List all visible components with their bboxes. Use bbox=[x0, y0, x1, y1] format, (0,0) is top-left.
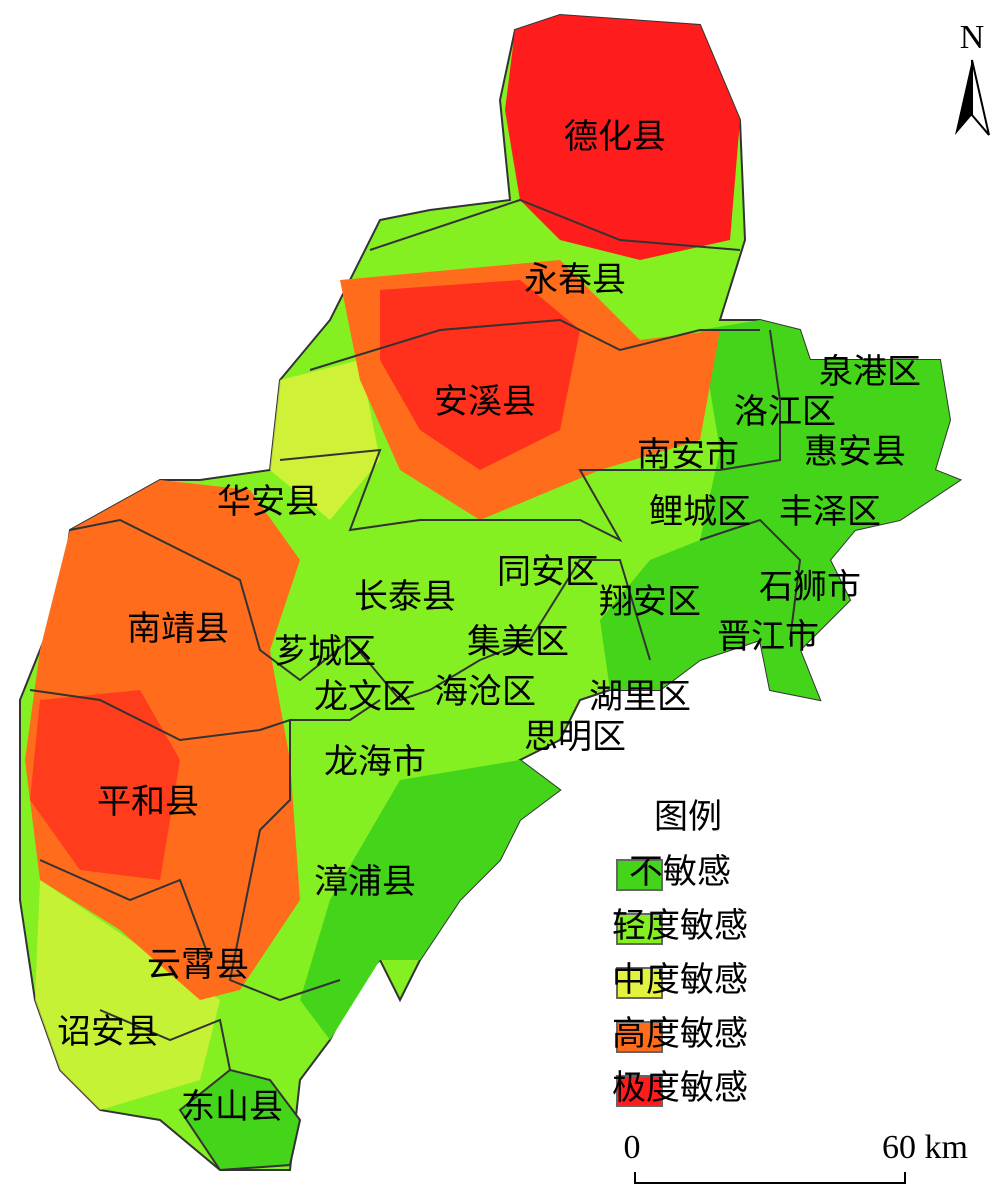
region-label: 龙海市 bbox=[324, 743, 426, 781]
legend-label: 极度敏感 bbox=[612, 1069, 748, 1107]
legend-swatch bbox=[616, 859, 663, 891]
region-label: 南安市 bbox=[637, 436, 739, 474]
boundary bbox=[228, 720, 341, 1002]
region-label: 惠安县 bbox=[804, 433, 906, 471]
north-arrow: N bbox=[955, 19, 990, 136]
region-label: 同安区 bbox=[497, 553, 599, 591]
boundary bbox=[99, 1009, 231, 1071]
region-label: 翔安区 bbox=[599, 583, 701, 621]
region-label: 漳浦县 bbox=[314, 863, 416, 901]
boundary bbox=[309, 318, 760, 371]
region-label: 永春县 bbox=[524, 261, 626, 299]
region-label: 云霄县 bbox=[147, 947, 249, 984]
legend-label: 轻度敏感 bbox=[612, 907, 748, 945]
scale-bar: 0 60 km bbox=[624, 1129, 968, 1184]
north-arrow-right bbox=[971, 59, 990, 136]
boundary bbox=[279, 329, 781, 543]
legend-swatch bbox=[616, 1075, 663, 1107]
legend-label: 中度敏感 bbox=[612, 961, 748, 999]
region-label: 德化县 bbox=[564, 118, 666, 156]
scale-line bbox=[634, 1172, 906, 1184]
legend-label: 高度敏感 bbox=[612, 1015, 748, 1053]
scale-label: 60 km bbox=[882, 1129, 968, 1166]
zone-low bbox=[600, 320, 960, 700]
region-label: 诏安县 bbox=[57, 1013, 159, 1051]
legend-label: 不敏感 bbox=[629, 853, 731, 891]
north-arrow-left bbox=[955, 60, 972, 135]
legend-swatch bbox=[616, 913, 663, 945]
boundary bbox=[29, 689, 381, 742]
region-labels: 德化县 永春县 安溪县 泉港区 洛江区 南安市 惠安县 鲤城区 丰泽区 华安县 … bbox=[57, 118, 921, 1126]
zone-extreme bbox=[505, 15, 740, 260]
region-label: 南靖县 bbox=[127, 610, 229, 648]
region-label: 长泰县 bbox=[354, 578, 456, 616]
region-label: 晋江市 bbox=[717, 618, 819, 656]
map-body bbox=[19, 13, 963, 1172]
region-label: 海沧区 bbox=[434, 673, 536, 711]
region-label: 平和县 bbox=[97, 784, 199, 821]
region-label: 湖里区 bbox=[589, 679, 691, 716]
region-label: 龙文区 bbox=[314, 678, 416, 716]
region-label: 鲤城区 bbox=[649, 493, 751, 531]
legend-swatch bbox=[616, 1021, 663, 1053]
island bbox=[178, 1068, 302, 1172]
scale-label: 0 bbox=[624, 1129, 641, 1166]
boundary bbox=[69, 518, 651, 702]
region-label: 丰泽区 bbox=[779, 493, 881, 531]
legend-swatch bbox=[616, 967, 663, 999]
boundary bbox=[39, 859, 211, 961]
legend-title: 图例 bbox=[654, 799, 722, 836]
zone-extreme bbox=[380, 280, 580, 470]
region-label: 泉港区 bbox=[819, 353, 921, 391]
region-label: 思明区 bbox=[524, 719, 626, 756]
region-label: 洛江区 bbox=[734, 393, 836, 431]
zone-low bbox=[300, 760, 560, 1040]
north-label: N bbox=[960, 19, 985, 56]
region-label: 芗城区 bbox=[274, 633, 376, 671]
zone-extreme bbox=[30, 690, 180, 880]
region-label: 东山县 bbox=[181, 1088, 283, 1126]
boundary bbox=[699, 518, 802, 641]
region-label: 安溪县 bbox=[434, 383, 536, 421]
zone-mid bbox=[270, 360, 380, 520]
region-label: 石狮市 bbox=[759, 568, 861, 606]
boundary bbox=[369, 198, 741, 251]
region-label: 集美区 bbox=[467, 623, 569, 661]
zone-mid bbox=[35, 880, 220, 1110]
region-label: 华安县 bbox=[217, 483, 319, 521]
